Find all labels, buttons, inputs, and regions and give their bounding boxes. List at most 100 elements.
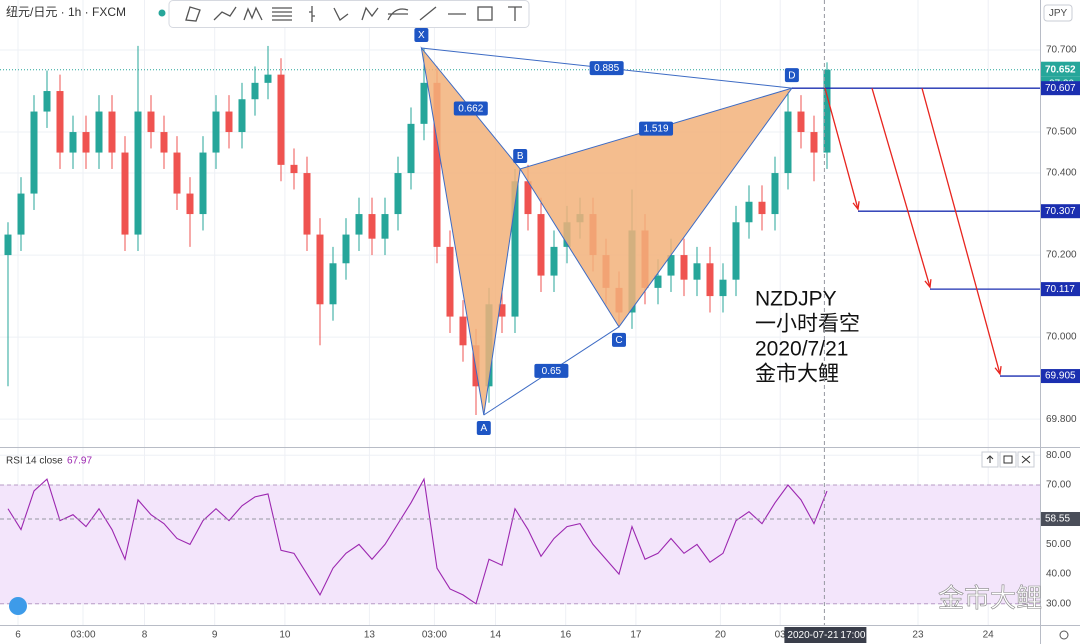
candle-body <box>108 111 116 153</box>
icon-fib[interactable] <box>272 7 292 21</box>
candle-body <box>459 316 467 346</box>
candle-body <box>537 214 545 276</box>
candle-body <box>4 234 12 256</box>
candle-body <box>30 111 38 194</box>
rsi-last-value: 67.97 <box>67 456 92 467</box>
candle-body <box>43 91 51 112</box>
candle-body <box>225 111 233 133</box>
last-price-box <box>1041 61 1080 77</box>
target-arrow <box>921 87 1001 375</box>
icon-bar[interactable] <box>309 6 315 22</box>
icon-curve[interactable] <box>387 8 409 21</box>
y-tick-label: 69.800 <box>1046 414 1077 425</box>
candle-body <box>56 91 64 153</box>
candle-body <box>121 152 129 235</box>
crosshair-time: 17:00 <box>840 630 865 641</box>
candle-body <box>290 164 298 174</box>
target-arrow <box>824 87 859 210</box>
icon-path[interactable] <box>213 6 237 21</box>
candle-body <box>394 173 402 215</box>
currency-label: JPY <box>1049 8 1068 19</box>
x-tick-label: 9 <box>212 630 218 641</box>
icon-pattern[interactable] <box>243 6 263 21</box>
point-box <box>611 332 626 347</box>
candle-body <box>342 234 350 264</box>
settings-icon[interactable] <box>1059 630 1069 640</box>
candle-body <box>316 234 324 305</box>
candle-body <box>95 111 103 153</box>
drawing-toolbar[interactable] <box>168 0 530 28</box>
rsi-buttons <box>981 451 1035 468</box>
point-label: C <box>615 335 622 346</box>
toolbar-box <box>168 0 530 28</box>
candle-body <box>550 246 558 276</box>
icon-line[interactable] <box>419 6 437 21</box>
arrow-head <box>924 279 932 289</box>
candle-body <box>446 246 454 317</box>
point-label: X <box>418 30 425 41</box>
logo <box>9 597 27 615</box>
candle-body <box>303 173 311 235</box>
rsi-tick-label: 40.00 <box>1046 569 1071 580</box>
candle-body <box>810 132 818 153</box>
target-label: 70.307 <box>1045 206 1076 217</box>
target-label: 69.905 <box>1045 371 1076 382</box>
candle-body <box>706 263 714 297</box>
y-tick-label: 70.000 <box>1046 332 1077 343</box>
icon-wave[interactable] <box>333 7 349 21</box>
candle-body <box>771 173 779 215</box>
candle-body <box>17 193 25 235</box>
x-tick-label: 24 <box>983 630 995 641</box>
rsi-tick-label: 70.00 <box>1046 480 1071 491</box>
ratio-box <box>453 101 488 116</box>
symbol-label: 纽元/日元 · 1h · FXCM <box>6 5 126 19</box>
candle-body <box>758 201 766 215</box>
candle-body <box>277 74 285 165</box>
candle-body <box>355 214 363 235</box>
ratio-box <box>639 121 674 136</box>
rsi-maximize-button[interactable] <box>999 451 1017 468</box>
x-tick-label: 14 <box>490 630 502 641</box>
candle-body <box>797 111 805 133</box>
candle-body <box>745 201 753 223</box>
x-tick-label: 03 <box>775 630 787 641</box>
candle-body <box>173 152 181 194</box>
icon-text[interactable] <box>508 6 522 21</box>
candle-body <box>212 111 220 153</box>
rsi-tick-label: 80.00 <box>1046 450 1071 461</box>
candle-body <box>784 111 792 174</box>
x-tick-label: 10 <box>279 630 291 641</box>
rsi-band <box>0 485 1040 604</box>
status-dot <box>158 9 166 17</box>
candle-body <box>680 255 688 280</box>
target-arrow <box>871 87 931 288</box>
ratio-label: 0.65 <box>542 366 562 377</box>
candle-body <box>667 255 675 276</box>
currency-button[interactable] <box>1043 4 1073 22</box>
icon-rect[interactable] <box>477 6 493 21</box>
crosshair-date: 2020-07-21 <box>787 630 839 641</box>
icon-shape[interactable] <box>185 6 201 22</box>
rsi-title: RSI 14 close <box>6 456 63 467</box>
ratio-label: 0.662 <box>458 104 483 115</box>
candle-body <box>511 181 519 317</box>
point-label: A <box>480 423 487 434</box>
target-box <box>1041 282 1080 297</box>
x-tick-label: 20 <box>715 630 727 641</box>
ratio-label: 0.885 <box>594 63 619 74</box>
candle-body <box>69 132 77 153</box>
candle-body <box>134 111 142 235</box>
x-tick-label: 8 <box>142 630 148 641</box>
icon-xabcd[interactable] <box>361 6 379 21</box>
x-tick-label: 03:00 <box>70 630 95 641</box>
candle-body <box>199 152 207 215</box>
candle-body <box>160 132 168 153</box>
plot: 0.885 0.662 1.519 0.65 X A B C D NZDJPY一小时看空2020/… <box>0 0 1040 625</box>
rsi-line <box>7 477 828 605</box>
annotation-text: 一小时看空 <box>755 313 860 336</box>
y-tick-label: 70.500 <box>1046 127 1077 138</box>
x-tick-label: 6 <box>15 630 21 641</box>
target-box <box>1041 204 1080 219</box>
crosshair-time-box <box>784 627 867 643</box>
